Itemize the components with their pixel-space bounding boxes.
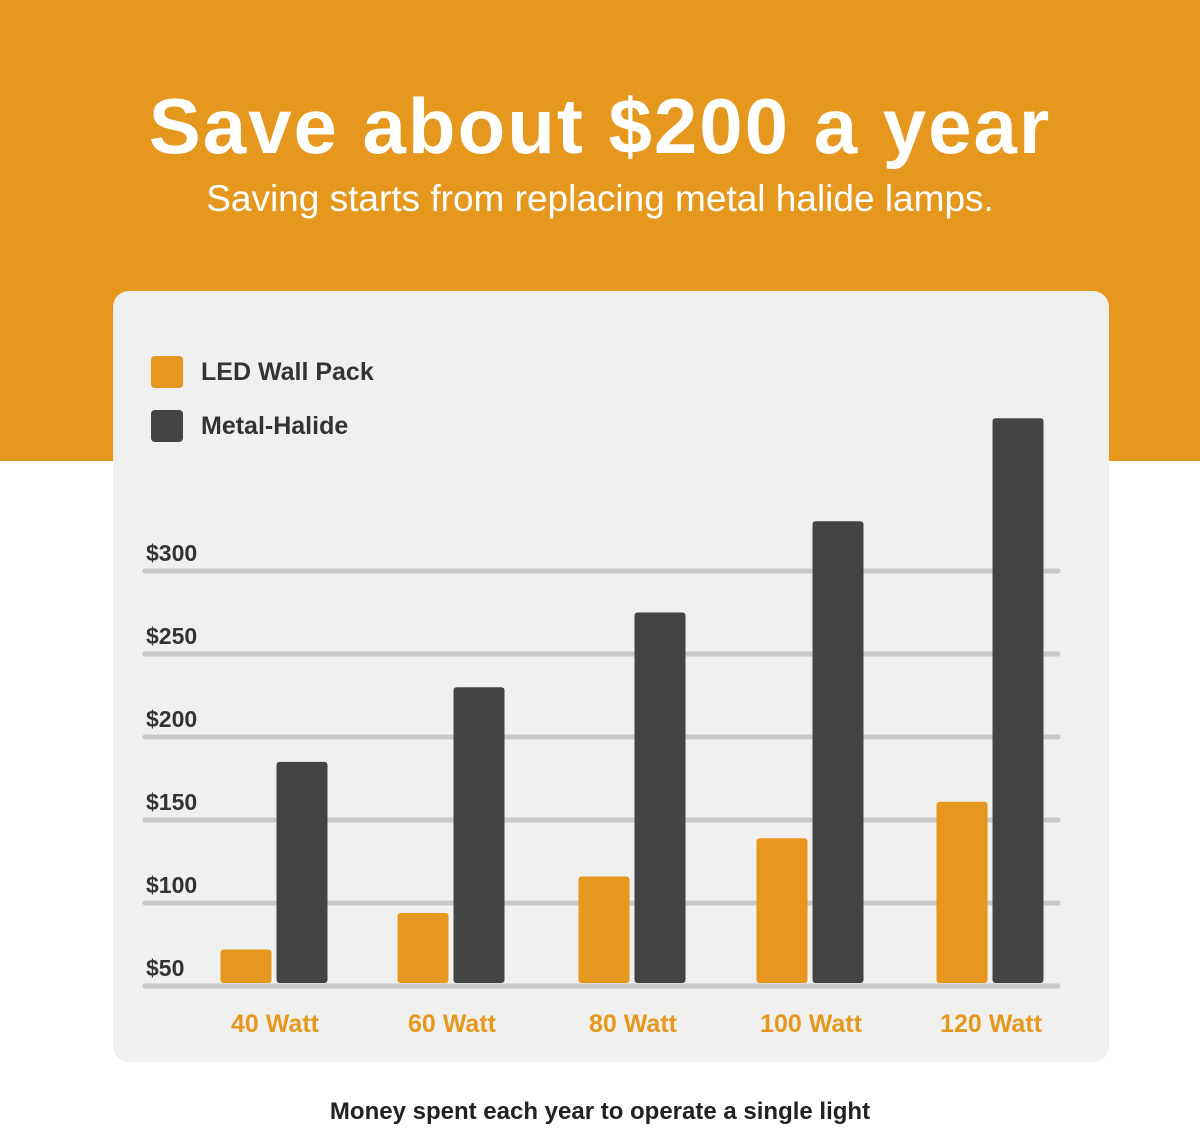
legend-swatch-metal-halide (151, 410, 183, 442)
bar-led-40-watt (220, 949, 272, 983)
chart-caption: Money spent each year to operate a singl… (329, 1098, 871, 1125)
x-tick-label-120-watt: 120 Watt (940, 1010, 1043, 1038)
bar-led-60-watt (397, 912, 449, 983)
legend-swatch-led (151, 356, 183, 388)
y-tick-label-300: $300 (146, 540, 197, 566)
page-title: Save about $200 a year (148, 82, 1052, 170)
legend-label-led: LED Wall Pack (201, 357, 374, 386)
y-tick-label-250: $250 (146, 623, 197, 649)
legend-label-metal-halide: Metal-Halide (201, 411, 349, 440)
bar-led-120-watt (936, 801, 988, 983)
y-tick-label-100: $100 (146, 872, 197, 898)
legend-item-led: LED Wall Pack (151, 355, 374, 389)
legend-item-metal-halide: Metal-Halide (151, 409, 348, 443)
bar-metal-halide-80-watt (634, 612, 686, 983)
x-tick-label-60-watt: 60 Watt (408, 1010, 497, 1038)
bar-metal-halide-40-watt (276, 761, 328, 983)
x-tick-label-80-watt: 80 Watt (589, 1010, 678, 1038)
bar-led-80-watt (578, 876, 630, 983)
x-tick-label-100-watt: 100 Watt (760, 1010, 863, 1038)
page-subtitle: Saving starts from replacing metal halid… (206, 178, 994, 219)
y-tick-label-50: $50 (146, 955, 184, 981)
bar-led-100-watt (756, 838, 808, 983)
bar-metal-halide-60-watt (453, 687, 505, 983)
bar-metal-halide-100-watt (812, 521, 864, 983)
x-tick-label-40-watt: 40 Watt (231, 1010, 320, 1038)
y-tick-label-200: $200 (146, 706, 197, 732)
bar-metal-halide-120-watt (992, 418, 1044, 983)
y-tick-label-150: $150 (146, 789, 197, 815)
